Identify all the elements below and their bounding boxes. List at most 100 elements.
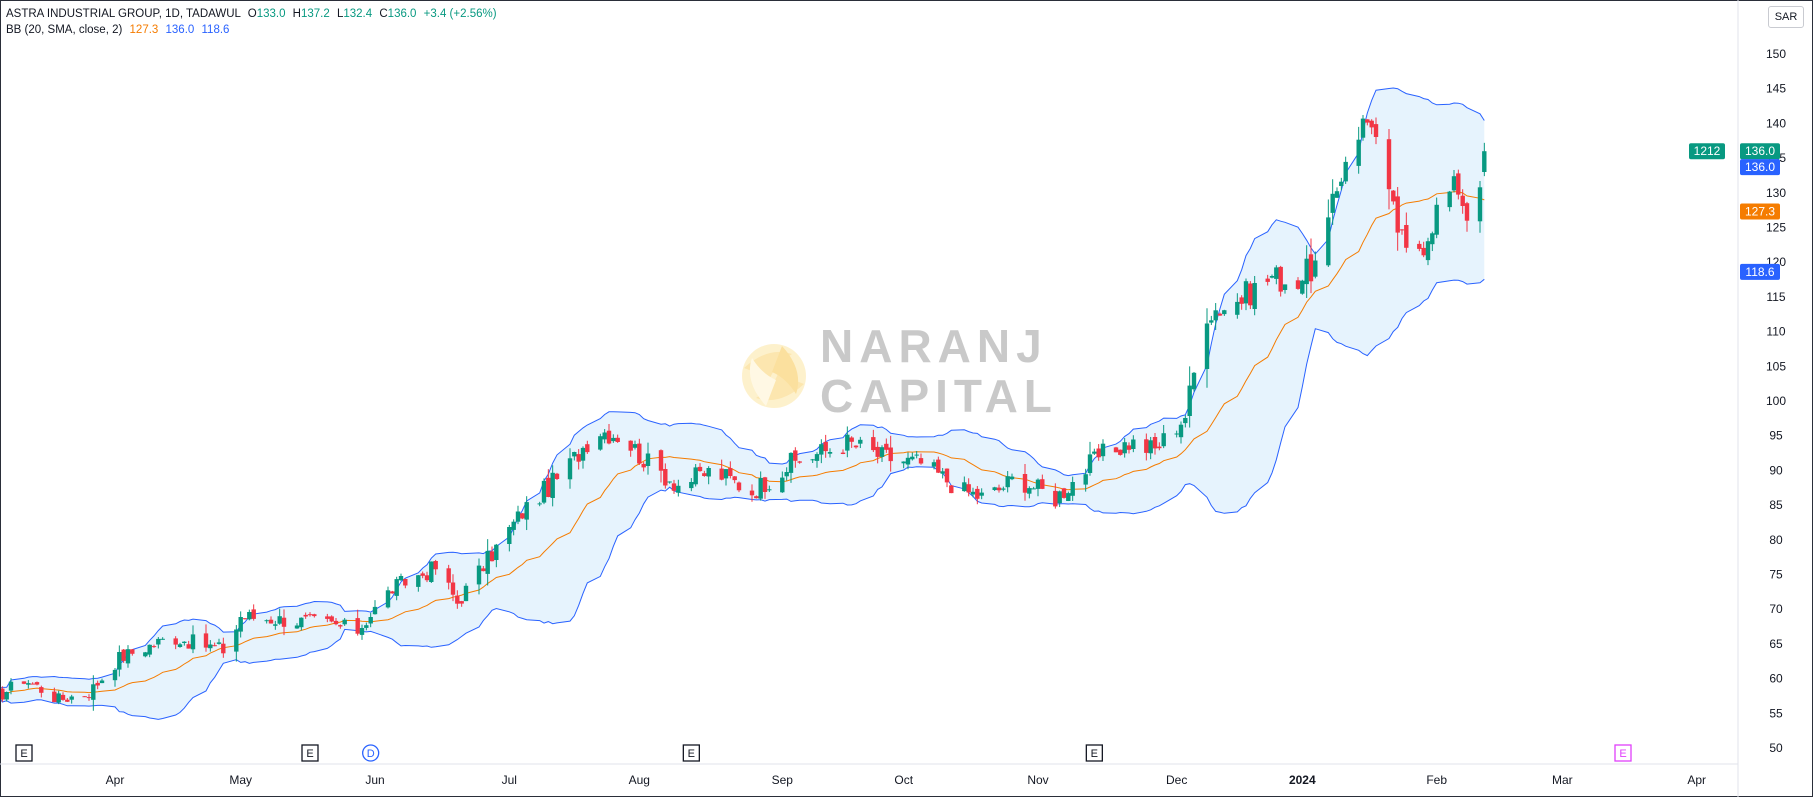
candle[interactable]: [1053, 483, 1058, 509]
candle[interactable]: [1365, 119, 1370, 126]
candle[interactable]: [1144, 433, 1149, 461]
candle[interactable]: [273, 620, 278, 630]
candle[interactable]: [156, 637, 161, 649]
candle[interactable]: [342, 617, 347, 626]
candle[interactable]: [615, 434, 620, 443]
candle[interactable]: [277, 608, 282, 625]
candle[interactable]: [918, 453, 924, 465]
candle[interactable]: [515, 505, 521, 525]
candle[interactable]: [190, 625, 196, 654]
candle[interactable]: [1005, 471, 1010, 493]
candle[interactable]: [1161, 424, 1166, 449]
candle[interactable]: [34, 681, 40, 686]
candle[interactable]: [234, 625, 239, 662]
candle[interactable]: [1213, 303, 1218, 330]
candle[interactable]: [1252, 275, 1257, 316]
candle[interactable]: [1148, 436, 1153, 460]
indicator-title[interactable]: BB (20, SMA, close, 2): [6, 24, 123, 36]
candle[interactable]: [82, 696, 87, 698]
candle[interactable]: [1265, 274, 1270, 286]
candle[interactable]: [1061, 487, 1067, 499]
candle[interactable]: [372, 600, 378, 615]
candle[interactable]: [125, 645, 131, 668]
candle[interactable]: [884, 438, 889, 453]
candle[interactable]: [1248, 281, 1253, 310]
candle[interactable]: [307, 612, 313, 617]
candle[interactable]: [879, 445, 885, 463]
candle[interactable]: [1330, 179, 1335, 225]
candle[interactable]: [1430, 231, 1435, 252]
candle[interactable]: [888, 435, 893, 472]
candle[interactable]: [177, 642, 183, 648]
candle[interactable]: [494, 543, 499, 568]
candle[interactable]: [762, 476, 768, 499]
candle[interactable]: [121, 649, 126, 663]
candle[interactable]: [931, 459, 937, 470]
candle[interactable]: [39, 685, 44, 698]
candle[interactable]: [1421, 241, 1426, 258]
candle[interactable]: [840, 449, 846, 455]
candle[interactable]: [732, 476, 737, 484]
candle[interactable]: [99, 678, 105, 684]
candle[interactable]: [147, 644, 152, 658]
candle[interactable]: [359, 624, 365, 640]
candle[interactable]: [788, 452, 794, 483]
candle[interactable]: [26, 680, 31, 689]
candle[interactable]: [871, 429, 876, 453]
candle[interactable]: [294, 623, 300, 629]
candle[interactable]: [1217, 312, 1223, 316]
candle[interactable]: [355, 609, 360, 636]
candle[interactable]: [736, 481, 742, 493]
candle[interactable]: [433, 559, 438, 575]
candle[interactable]: [1092, 448, 1097, 455]
candle[interactable]: [1464, 201, 1470, 232]
candle[interactable]: [86, 694, 92, 701]
candle[interactable]: [1113, 446, 1119, 453]
candle[interactable]: [524, 496, 529, 531]
candle[interactable]: [416, 574, 421, 592]
candle[interactable]: [1373, 117, 1379, 145]
candle[interactable]: [1035, 478, 1041, 497]
candle[interactable]: [1040, 474, 1045, 490]
candle[interactable]: [1178, 421, 1184, 444]
candle[interactable]: [875, 441, 880, 464]
candle[interactable]: [173, 636, 178, 650]
candle[interactable]: [1308, 238, 1314, 294]
candle[interactable]: [143, 651, 148, 658]
candle[interactable]: [251, 604, 256, 621]
candle[interactable]: [546, 469, 551, 498]
candle[interactable]: [702, 470, 707, 477]
earnings-marker[interactable]: E: [682, 744, 700, 762]
candle[interactable]: [65, 697, 70, 703]
candle[interactable]: [754, 495, 759, 499]
candle[interactable]: [992, 486, 997, 491]
candle[interactable]: [1313, 251, 1318, 279]
candle[interactable]: [1356, 126, 1361, 174]
candle[interactable]: [797, 460, 802, 464]
currency-button[interactable]: SAR: [1768, 6, 1804, 28]
candle[interactable]: [1022, 464, 1028, 501]
candle[interactable]: [1209, 315, 1214, 326]
candle[interactable]: [333, 618, 339, 626]
candle[interactable]: [281, 609, 287, 636]
candle[interactable]: [1451, 169, 1457, 193]
candle[interactable]: [1391, 190, 1396, 205]
candle[interactable]: [364, 622, 369, 631]
candle[interactable]: [446, 564, 451, 590]
candle[interactable]: [598, 433, 603, 451]
candle[interactable]: [936, 456, 941, 474]
candle[interactable]: [697, 463, 703, 472]
candle[interactable]: [645, 442, 651, 475]
candle[interactable]: [823, 434, 828, 458]
candle[interactable]: [780, 471, 785, 493]
candle[interactable]: [641, 462, 646, 472]
candle[interactable]: [91, 675, 96, 711]
candle[interactable]: [849, 436, 854, 448]
candle[interactable]: [914, 451, 919, 459]
candle[interactable]: [1083, 468, 1088, 492]
candle[interactable]: [758, 471, 763, 501]
candle[interactable]: [1269, 274, 1275, 279]
candle[interactable]: [567, 448, 573, 489]
candle[interactable]: [160, 637, 165, 640]
